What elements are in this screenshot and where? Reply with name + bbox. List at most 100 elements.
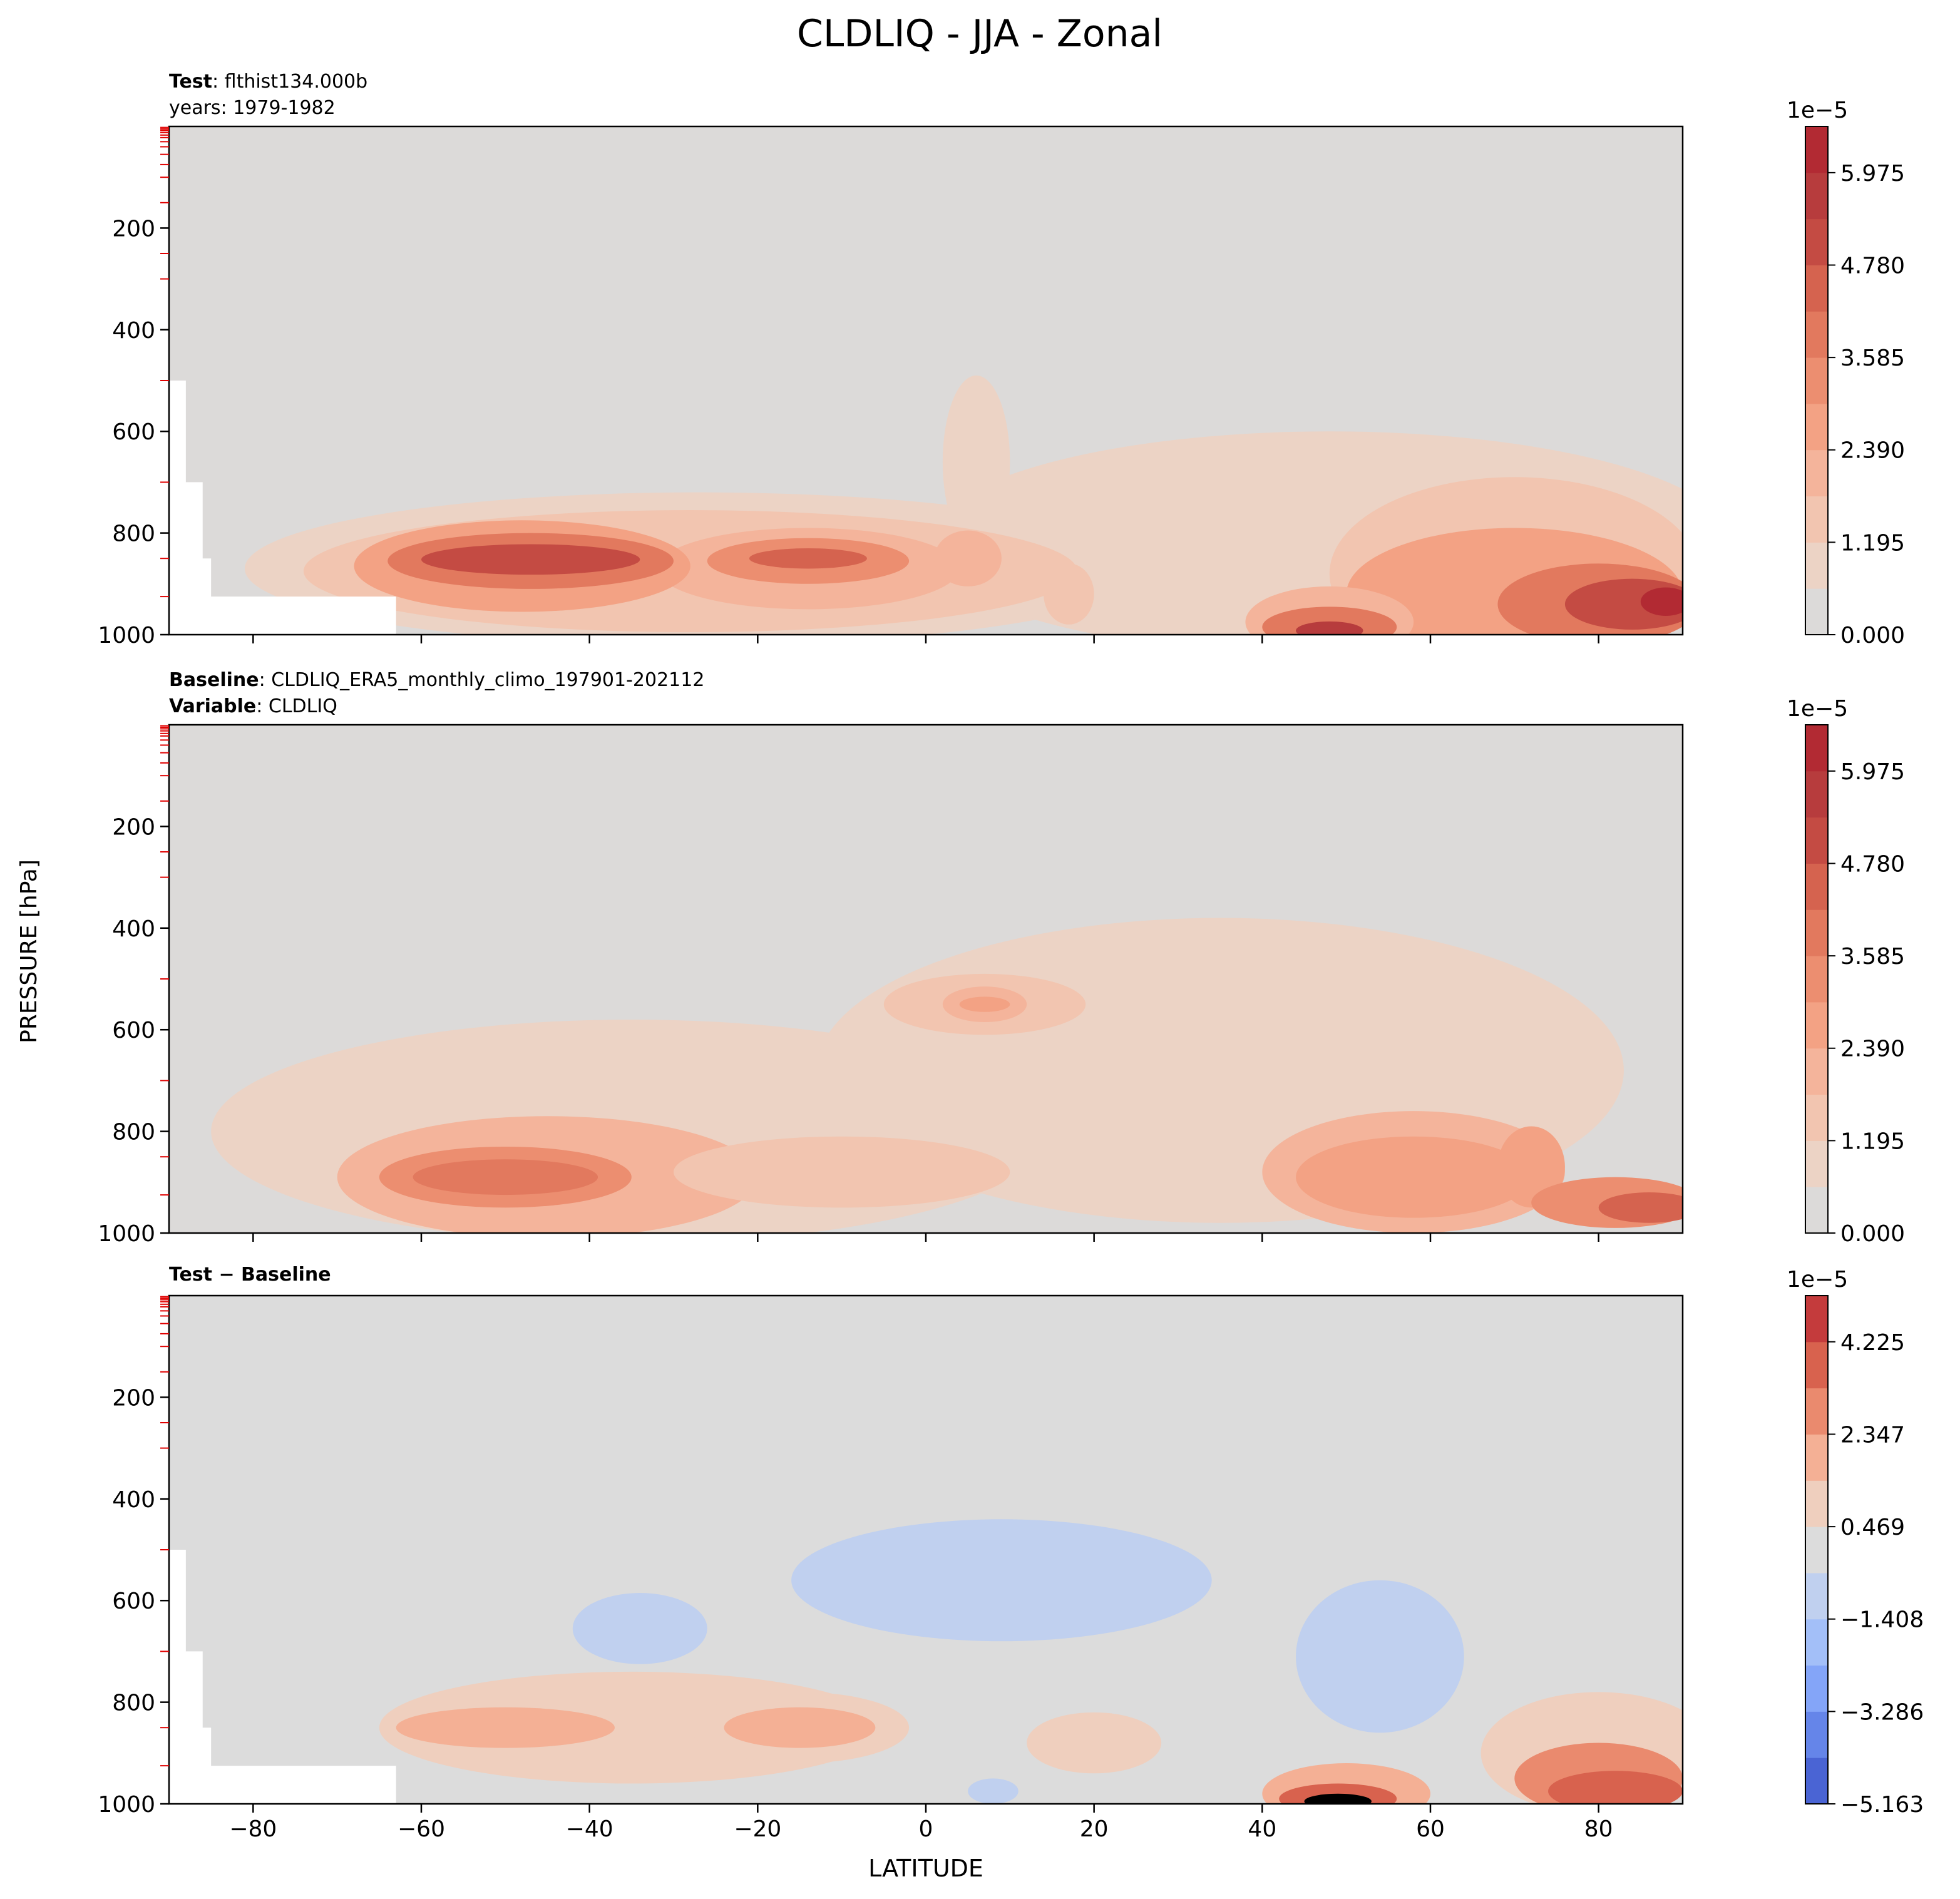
colorbar-segment <box>1805 909 1828 956</box>
colorbar-segment <box>1805 817 1828 864</box>
y-tick-label: 400 <box>112 916 155 942</box>
y-tick-label: 400 <box>112 1487 155 1513</box>
colorbar-tick-label: 4.780 <box>1840 851 1905 877</box>
y-tick-label: 800 <box>112 521 155 547</box>
colorbar-segment <box>1805 449 1828 497</box>
colorbar-segment <box>1805 265 1828 312</box>
panel-header-bold: Test − Baseline <box>169 1264 331 1286</box>
colorbar-segment <box>1805 1388 1828 1435</box>
colorbar-segment <box>1805 403 1828 451</box>
panel-3: 200 400 600 800 1000 −80 −60 −40 −20 0 20 40 60 80 Tes… <box>98 1264 1924 1842</box>
x-tick-label: 40 <box>1248 1816 1276 1842</box>
colorbar-tick-label: 0.000 <box>1840 1221 1905 1247</box>
x-tick-label: −80 <box>229 1816 277 1842</box>
colorbar-tick-label: 2.390 <box>1840 438 1905 464</box>
y-tick-label: 600 <box>112 419 155 445</box>
colorbar-segment <box>1805 956 1828 1003</box>
colorbar-segment <box>1805 1665 1828 1712</box>
contour-region <box>1296 1580 1464 1733</box>
colorbar-tick-label: 0.469 <box>1840 1515 1905 1540</box>
contour-region <box>421 544 640 575</box>
y-tick-label: 1000 <box>98 623 155 648</box>
terrain-mask <box>169 381 396 635</box>
colorbar: 1e−5 5.975 4.780 3.585 2.390 1.195 0.000 <box>1787 696 1905 1247</box>
y-axis-label: PRESSURE [hPa] <box>16 859 42 1043</box>
colorbar-segment <box>1805 1140 1828 1187</box>
contour-region <box>942 375 1010 548</box>
x-axis-label: LATITUDE <box>868 1855 983 1882</box>
colorbar-tick-label: −3.286 <box>1840 1699 1924 1725</box>
contour-region <box>1044 563 1094 625</box>
figure-title: CLDLIQ - JJA - Zonal <box>797 12 1162 56</box>
contour-region <box>749 548 867 569</box>
colorbar-segment <box>1805 126 1828 173</box>
panel-header-text: years: 1979-1982 <box>169 97 336 119</box>
contour-region <box>674 1136 1010 1208</box>
x-tick-label: 0 <box>919 1816 933 1842</box>
colorbar-exponent: 1e−5 <box>1787 98 1848 123</box>
colorbar-segment <box>1805 172 1828 220</box>
y-tick-label: 200 <box>112 216 155 242</box>
colorbar-frame <box>1805 724 1829 1234</box>
y-tick-label: 1000 <box>98 1221 155 1247</box>
contour-region <box>791 1519 1212 1642</box>
colorbar-segment <box>1805 1048 1828 1095</box>
colorbar-segment <box>1805 1619 1828 1666</box>
contour-region <box>959 996 1010 1012</box>
contour-region <box>1304 1793 1372 1804</box>
contour-region <box>413 1159 598 1195</box>
x-tick-label: −60 <box>398 1816 445 1842</box>
x-tick-label: 20 <box>1080 1816 1109 1842</box>
contour-region <box>1497 1126 1565 1208</box>
panel-header-bold: Baseline <box>169 669 259 691</box>
panel-header-bold: Variable <box>169 695 256 717</box>
colorbar-segment <box>1805 588 1828 635</box>
panel-header-line1: Test − Baseline <box>169 1264 331 1286</box>
colorbar-segment <box>1805 725 1828 772</box>
contour-region <box>724 1707 876 1748</box>
colorbar-tick-label: 2.347 <box>1840 1422 1905 1448</box>
colorbar-frame <box>1805 1295 1829 1804</box>
y-tick-label: 800 <box>112 1691 155 1716</box>
y-tick-label: 600 <box>112 1018 155 1043</box>
contour-region <box>1548 1771 1683 1804</box>
colorbar-segment <box>1805 1094 1828 1141</box>
colorbar-tick-label: 3.585 <box>1840 346 1905 371</box>
colorbar-segment <box>1805 1434 1828 1481</box>
colorbar-segment <box>1805 496 1828 543</box>
panel-header-text: : flthist134.000b <box>212 71 367 93</box>
colorbar-segment <box>1805 1341 1828 1389</box>
colorbar-exponent: 1e−5 <box>1787 696 1848 722</box>
colorbar-tick-label: 1.195 <box>1840 530 1905 556</box>
colorbar-tick-label: 0.000 <box>1840 623 1905 648</box>
panel-header-line2: Variable: CLDLIQ <box>169 695 337 717</box>
contour-region <box>934 530 1002 586</box>
colorbar-tick-label: −5.163 <box>1840 1792 1924 1818</box>
colorbar-frame <box>1805 126 1829 635</box>
colorbar-segment <box>1805 1001 1828 1049</box>
panel-header-text: : CLDLIQ_ERA5_monthly_climo_197901-20211… <box>259 669 705 691</box>
colorbar-segment <box>1805 1572 1828 1620</box>
x-tick-label: −20 <box>734 1816 781 1842</box>
panel-1: 200 400 600 800 1000 Test: flthist134.000b yea… <box>98 71 1905 648</box>
colorbar-segment <box>1805 863 1828 910</box>
terrain-mask <box>169 1550 396 1804</box>
panel-header-line1: Test: flthist134.000b <box>169 71 367 93</box>
colorbar-tick-label: 5.975 <box>1840 759 1905 785</box>
contour-region <box>1262 607 1397 635</box>
colorbar-segment <box>1805 1711 1828 1758</box>
colorbar: 1e−5 5.975 4.780 3.585 2.390 1.195 0.000 <box>1787 98 1905 648</box>
contour-region <box>396 1707 615 1748</box>
colorbar-tick-label: 1.195 <box>1840 1129 1905 1154</box>
colorbar-tick-label: 4.780 <box>1840 253 1905 279</box>
colorbar-tick-label: 4.225 <box>1840 1330 1905 1356</box>
x-tick-label: 60 <box>1416 1816 1445 1842</box>
contour-region <box>572 1593 707 1664</box>
y-tick-label: 400 <box>112 318 155 344</box>
colorbar-segment <box>1805 311 1828 358</box>
contour-region <box>1640 587 1683 616</box>
x-tick-label: −40 <box>566 1816 613 1842</box>
colorbar-exponent: 1e−5 <box>1787 1267 1848 1292</box>
contour-region <box>1296 1136 1532 1218</box>
y-tick-label: 800 <box>112 1120 155 1145</box>
